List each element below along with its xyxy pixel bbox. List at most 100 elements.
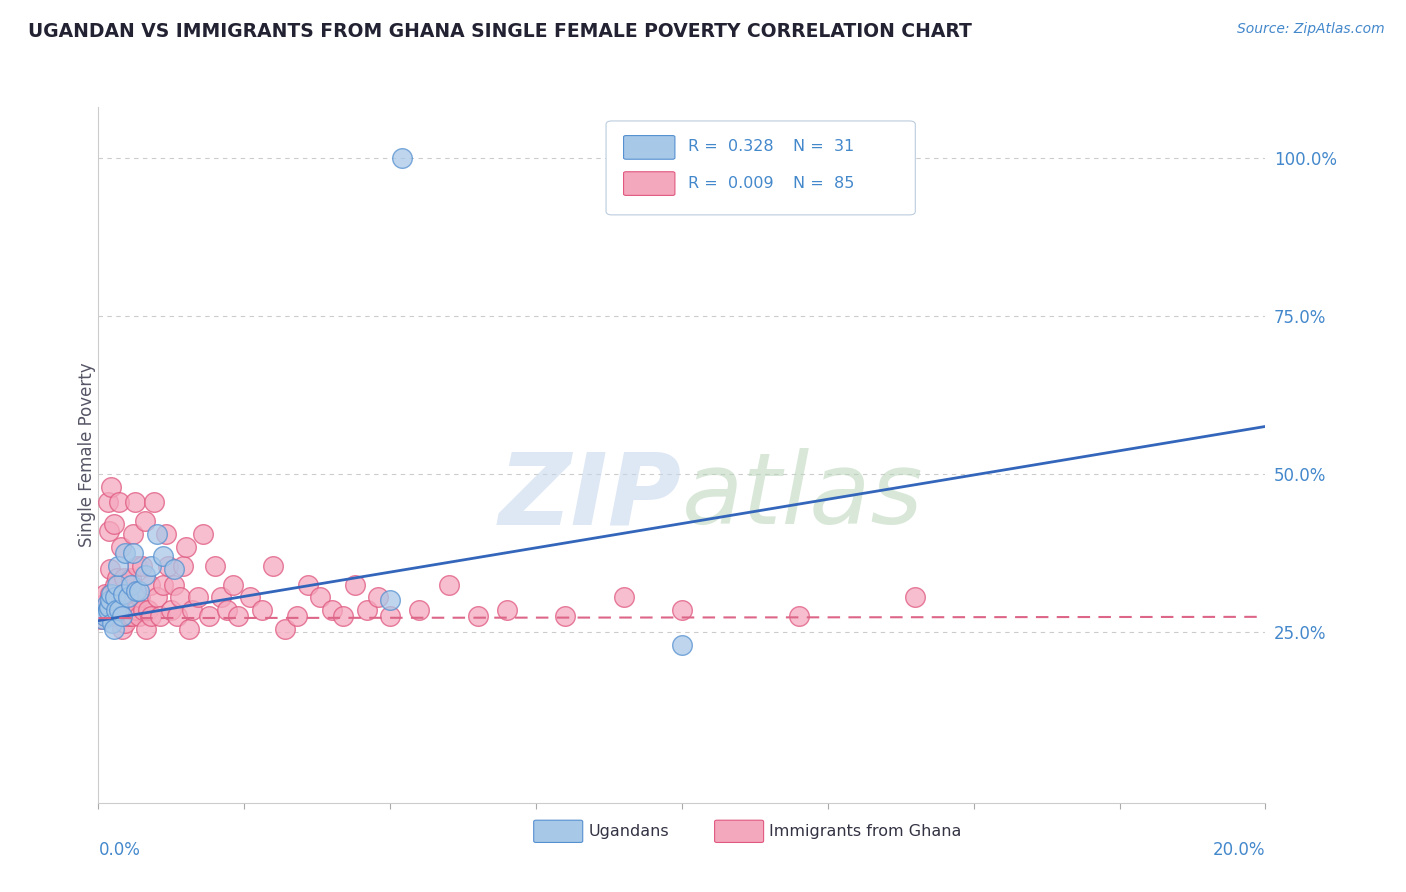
Point xyxy=(157,558,180,573)
Point xyxy=(115,609,138,624)
Point xyxy=(198,609,221,624)
Point xyxy=(93,597,115,611)
Point xyxy=(98,593,121,607)
FancyBboxPatch shape xyxy=(624,172,675,195)
Point xyxy=(97,524,120,538)
Point xyxy=(100,479,122,493)
Point xyxy=(103,622,125,636)
Point xyxy=(139,609,162,624)
Text: Immigrants from Ghana: Immigrants from Ghana xyxy=(769,824,962,838)
Point xyxy=(117,603,139,617)
Point xyxy=(91,612,114,626)
Point xyxy=(391,151,413,165)
Point xyxy=(285,609,308,624)
Point xyxy=(163,577,186,591)
Point xyxy=(104,577,127,591)
Point xyxy=(128,609,150,624)
Point xyxy=(356,603,378,617)
Text: R =  0.328: R = 0.328 xyxy=(688,139,773,154)
Point xyxy=(118,593,141,607)
Point xyxy=(98,562,121,576)
Point xyxy=(108,603,131,617)
Point xyxy=(105,571,128,585)
Point xyxy=(129,591,152,605)
Point xyxy=(297,577,319,591)
Point xyxy=(136,603,159,617)
FancyBboxPatch shape xyxy=(624,136,675,159)
Text: N =  31: N = 31 xyxy=(793,139,853,154)
Point xyxy=(94,609,117,624)
Point xyxy=(105,577,128,591)
Point xyxy=(155,527,177,541)
Point xyxy=(166,609,188,624)
Point xyxy=(111,609,134,624)
Point xyxy=(554,609,576,624)
Point xyxy=(787,609,810,624)
Text: N =  85: N = 85 xyxy=(793,176,855,191)
Point xyxy=(94,587,117,601)
Point xyxy=(146,527,169,541)
Point xyxy=(187,591,209,605)
Point xyxy=(437,577,460,591)
Point xyxy=(122,546,145,560)
Point xyxy=(114,615,136,630)
Text: Ugandans: Ugandans xyxy=(589,824,669,838)
Point xyxy=(124,495,146,509)
Point xyxy=(107,609,129,624)
Text: 0.0%: 0.0% xyxy=(98,841,141,859)
Point xyxy=(118,609,141,624)
Point xyxy=(139,558,162,573)
Point xyxy=(250,603,273,617)
Point xyxy=(496,603,519,617)
Point xyxy=(97,599,120,614)
Text: UGANDAN VS IMMIGRANTS FROM GHANA SINGLE FEMALE POVERTY CORRELATION CHART: UGANDAN VS IMMIGRANTS FROM GHANA SINGLE … xyxy=(28,22,972,41)
FancyBboxPatch shape xyxy=(714,821,763,842)
Point xyxy=(152,577,174,591)
Point xyxy=(671,603,693,617)
Point xyxy=(111,622,134,636)
Point xyxy=(96,609,118,624)
Point xyxy=(193,527,215,541)
Text: 20.0%: 20.0% xyxy=(1213,841,1265,859)
Point xyxy=(112,571,135,585)
Point xyxy=(128,583,150,598)
Point xyxy=(139,577,162,591)
Point xyxy=(163,562,186,576)
Point xyxy=(367,591,389,605)
Y-axis label: Single Female Poverty: Single Female Poverty xyxy=(79,363,96,547)
Point xyxy=(90,612,112,626)
Point xyxy=(467,609,489,624)
Point xyxy=(121,609,143,624)
Point xyxy=(408,603,430,617)
Point xyxy=(125,603,148,617)
Point xyxy=(174,540,197,554)
Point xyxy=(344,577,367,591)
Point xyxy=(612,591,634,605)
Point xyxy=(134,568,156,582)
Point xyxy=(209,591,232,605)
Point xyxy=(228,609,250,624)
Point xyxy=(177,622,200,636)
Point xyxy=(239,591,262,605)
Point xyxy=(107,558,129,573)
Point xyxy=(135,622,157,636)
Point xyxy=(117,591,139,605)
Point xyxy=(671,638,693,652)
Point xyxy=(108,495,131,509)
Point xyxy=(111,587,134,601)
Point xyxy=(91,606,114,620)
Point xyxy=(103,517,125,532)
Point xyxy=(380,593,402,607)
Point xyxy=(100,587,122,601)
Point xyxy=(104,609,127,624)
Point xyxy=(120,577,142,591)
Point xyxy=(149,609,172,624)
Point xyxy=(221,577,243,591)
Point xyxy=(132,603,155,617)
Point xyxy=(131,558,153,573)
Point xyxy=(93,606,115,620)
FancyBboxPatch shape xyxy=(606,121,915,215)
Point xyxy=(274,622,297,636)
Point xyxy=(172,558,194,573)
Point xyxy=(215,603,238,617)
